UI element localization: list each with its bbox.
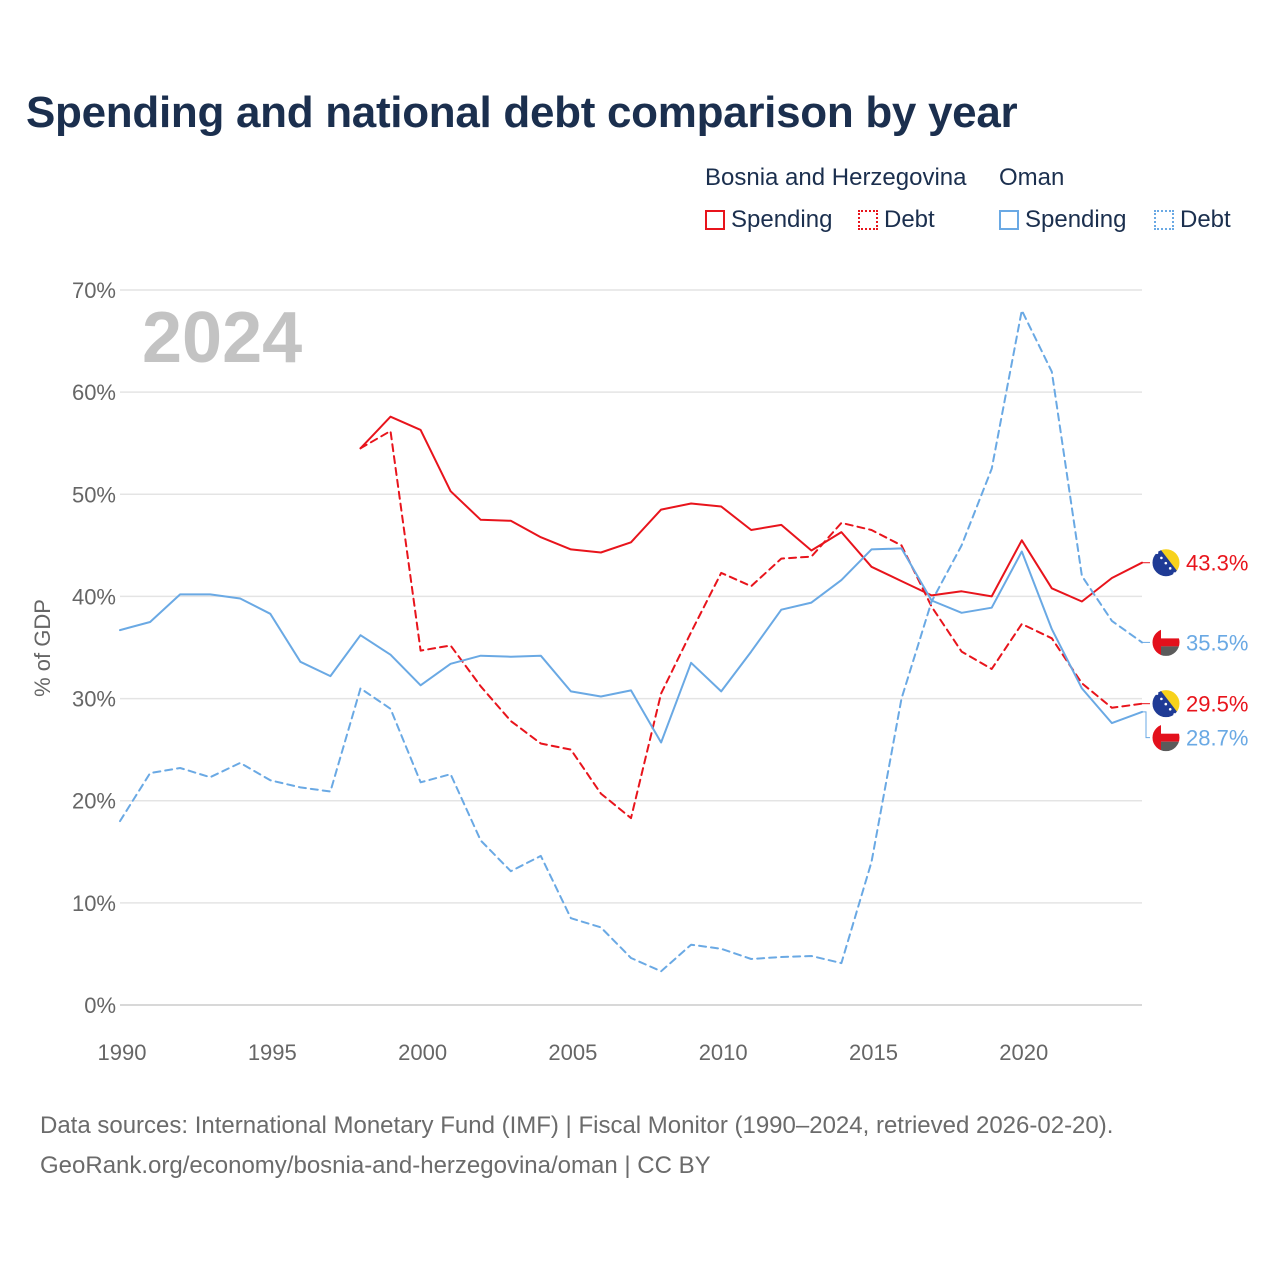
y-tick-label: 20% bbox=[72, 789, 116, 814]
series-line-oman-debt bbox=[119, 309, 1143, 973]
end-label-connector bbox=[1142, 711, 1150, 739]
legend-group-name: Oman bbox=[999, 164, 1065, 191]
end-label-group: 35.5% bbox=[1142, 627, 1248, 657]
legend-item-bosnia-spending[interactable]: Spending bbox=[705, 206, 832, 234]
legend-group-name: Bosnia and Herzegovina bbox=[705, 164, 967, 191]
end-value-label: 43.3% bbox=[1186, 551, 1248, 576]
x-tick-label: 1995 bbox=[248, 1040, 297, 1065]
legend-item-bosnia-debt[interactable]: Debt bbox=[858, 206, 935, 234]
y-tick-label: 30% bbox=[72, 687, 116, 712]
flag-ring bbox=[1151, 723, 1181, 753]
legend-swatch bbox=[858, 210, 878, 230]
legend-item-oman-spending[interactable]: Spending bbox=[999, 206, 1126, 234]
legend-swatch bbox=[1154, 210, 1174, 230]
legend-label: Spending bbox=[731, 206, 833, 233]
y-tick-labels: 0% 10% 20% 30% 40% 50% 60% 70% bbox=[72, 278, 116, 1018]
flag-ring bbox=[1151, 689, 1181, 719]
data-sources-text: Data sources: International Monetary Fun… bbox=[40, 1112, 1114, 1139]
y-tick-label: 10% bbox=[72, 891, 116, 916]
y-tick-label: 70% bbox=[72, 278, 116, 303]
end-labels: 43.3% 35.5% 29.5% 28.7% bbox=[1142, 548, 1248, 753]
x-tick-labels: 1990 1995 2000 2005 2010 2015 2020 bbox=[98, 1040, 1049, 1065]
y-tick-label: 50% bbox=[72, 482, 116, 507]
y-tick-label: 0% bbox=[84, 993, 116, 1018]
series-line-oman-spending bbox=[119, 547, 1143, 744]
x-tick-label: 2005 bbox=[548, 1040, 597, 1065]
end-value-label: 35.5% bbox=[1186, 630, 1248, 655]
bosnia-flag-icon bbox=[1152, 548, 1180, 577]
source-url-text: GeoRank.org/economy/bosnia-and-herzegovi… bbox=[40, 1152, 711, 1179]
legend-swatch bbox=[999, 210, 1019, 230]
line-chart: 0% 10% 20% 30% 40% 50% 60% 70% 1990 1995 2000 2005… bbox=[30, 278, 1248, 1065]
oman-flag-icon bbox=[1152, 723, 1180, 752]
end-label-group: 29.5% bbox=[1142, 689, 1248, 719]
series-line-bosnia-and-herzegovina-spending bbox=[359, 415, 1143, 603]
y-tick-label: 40% bbox=[72, 584, 116, 609]
flag-ring bbox=[1151, 548, 1181, 578]
x-tick-label: 2020 bbox=[999, 1040, 1048, 1065]
legend-item-oman-debt[interactable]: Debt bbox=[1154, 206, 1231, 234]
end-label-group: 28.7% bbox=[1142, 711, 1248, 753]
x-tick-label: 2015 bbox=[849, 1040, 898, 1065]
flag-ring bbox=[1151, 627, 1181, 657]
chart-title: Spending and national debt comparison by… bbox=[26, 88, 1018, 137]
y-axis-label: % of GDP bbox=[30, 599, 55, 697]
footer: Data sources: International Monetary Fun… bbox=[40, 1106, 1113, 1186]
series-lines bbox=[119, 309, 1143, 973]
x-tick-label: 2000 bbox=[398, 1040, 447, 1065]
y-tick-label: 60% bbox=[72, 380, 116, 405]
legend-label: Spending bbox=[1025, 206, 1127, 233]
legend-label: Debt bbox=[1180, 206, 1231, 233]
legend-swatch bbox=[705, 210, 725, 230]
end-value-label: 29.5% bbox=[1186, 692, 1248, 717]
year-watermark: 2024 bbox=[142, 298, 302, 378]
x-tick-label: 1990 bbox=[98, 1040, 147, 1065]
oman-flag-icon bbox=[1152, 628, 1180, 657]
legend-label: Debt bbox=[884, 206, 935, 233]
end-label-group: 43.3% bbox=[1142, 548, 1248, 578]
bosnia-flag-icon bbox=[1152, 689, 1180, 718]
grid-lines bbox=[120, 289, 1142, 1006]
end-value-label: 28.7% bbox=[1186, 726, 1248, 751]
series-line-bosnia-and-herzegovina-debt bbox=[359, 430, 1143, 820]
x-tick-label: 2010 bbox=[699, 1040, 748, 1065]
